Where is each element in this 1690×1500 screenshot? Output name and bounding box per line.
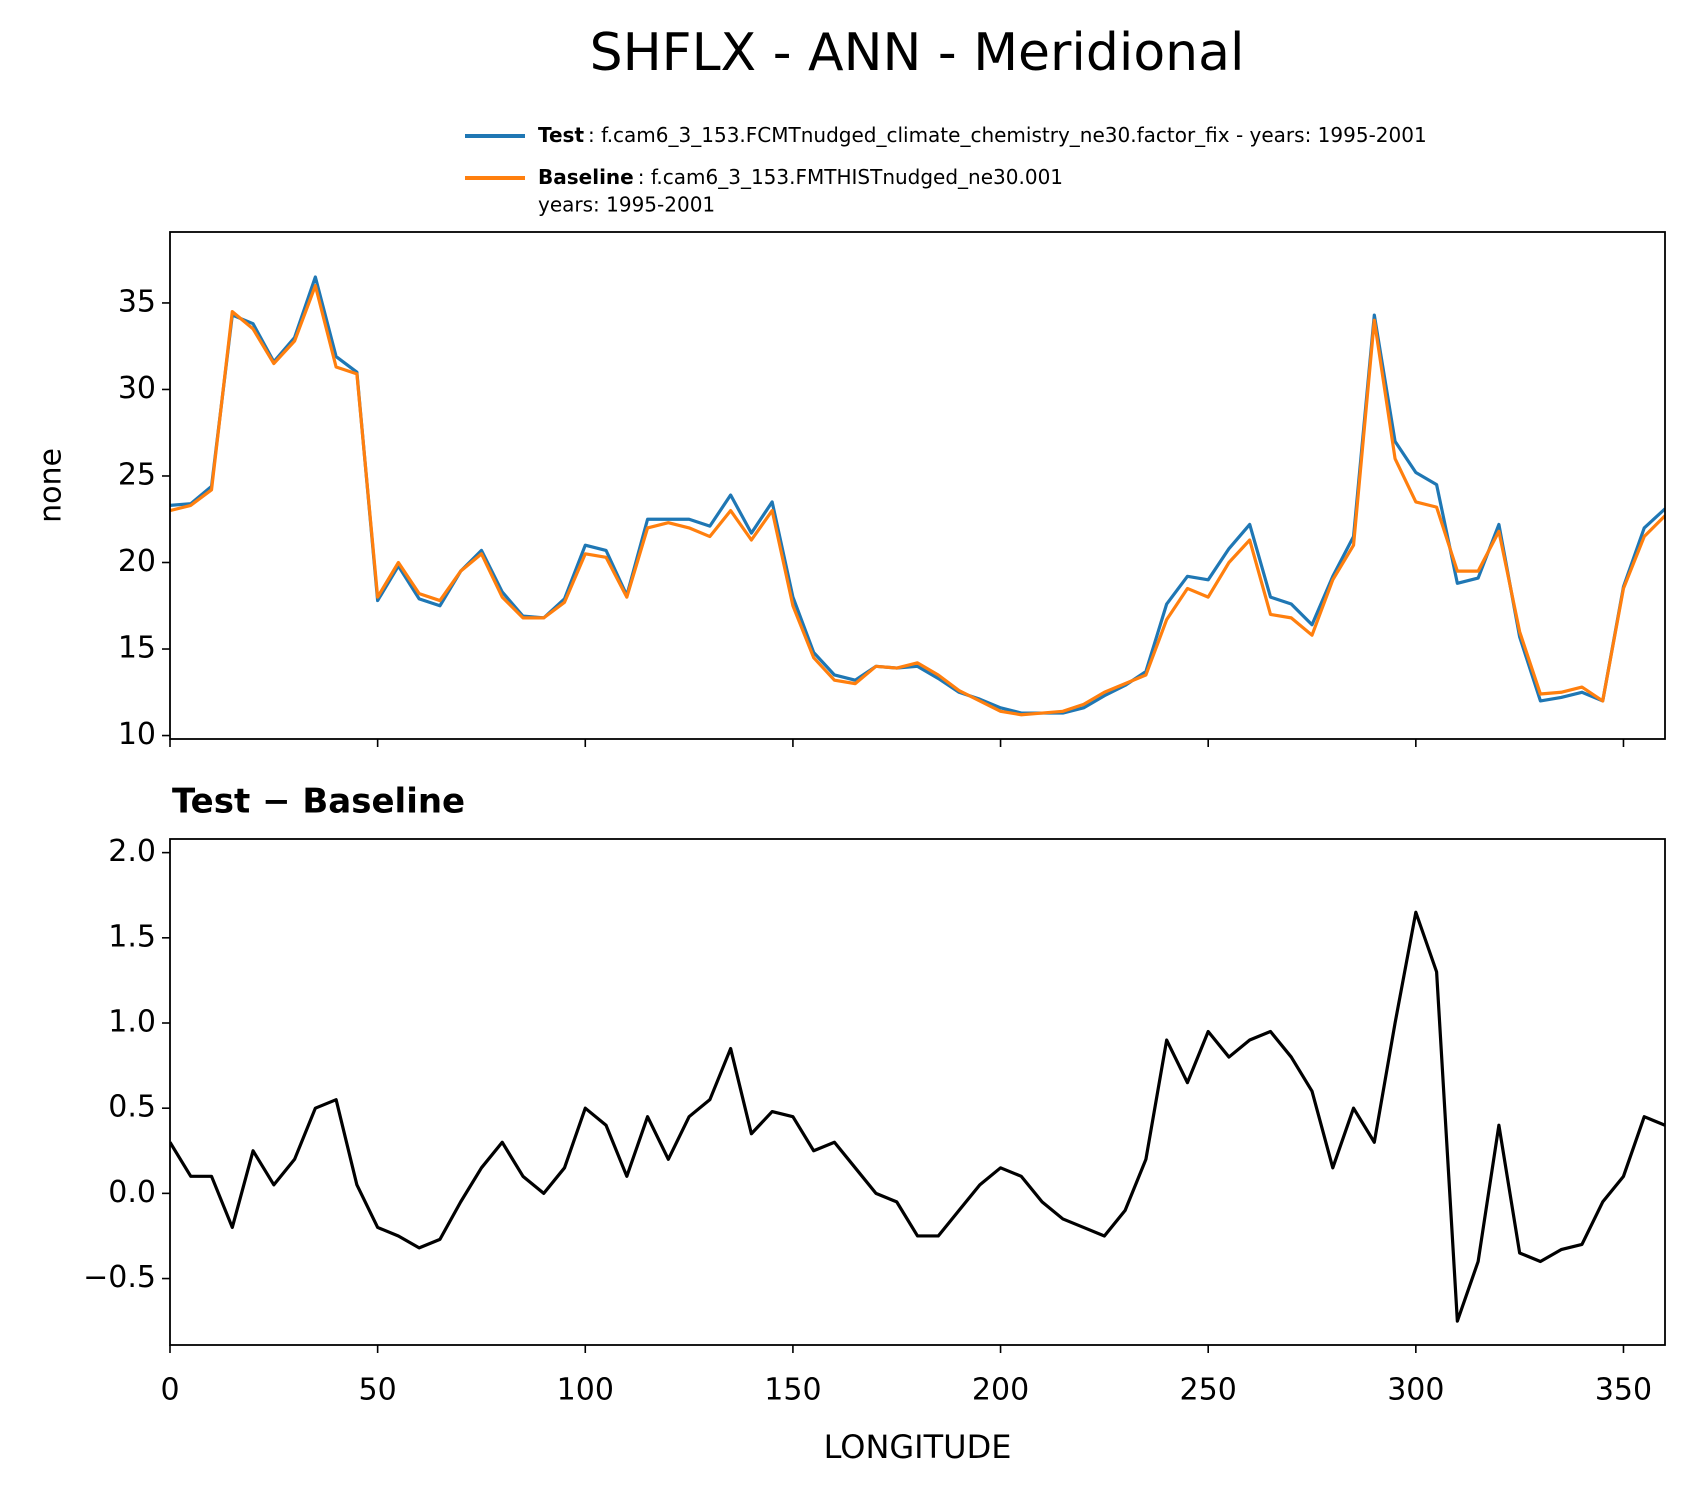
y-tick-label: −0.5: [83, 1260, 156, 1295]
legend-label: Baseline: f.cam6_3_153.FMTHISTnudged_ne3…: [538, 165, 1063, 189]
x-tick-label: 300: [1387, 1373, 1444, 1408]
x-tick-label: 100: [557, 1373, 614, 1408]
y-tick-label: 15: [118, 631, 156, 666]
y-tick-label: 0.5: [108, 1090, 156, 1125]
subplot-title: Test − Baseline: [172, 782, 465, 822]
axes-frame: [169, 838, 1666, 1346]
figure-title: SHFLX - ANN - Meridional: [590, 23, 1245, 83]
plot-area: [170, 910, 1665, 1323]
x-tick-label: 0: [160, 1373, 179, 1408]
y-tick-label: 1.5: [108, 919, 156, 954]
data-line: [170, 284, 1665, 717]
legend-text: : f.cam6_3_153.FMTHISTnudged_ne30.001: [638, 165, 1063, 189]
x-tick-label: 150: [764, 1373, 821, 1408]
legend-text: years: 1995-2001: [538, 193, 715, 217]
x-tick-label: 250: [1180, 1373, 1237, 1408]
axes-frame: [169, 231, 1666, 740]
legend-name: Baseline: [538, 165, 634, 189]
y-tick-label: 10: [118, 717, 156, 752]
x-tick-label: 200: [972, 1373, 1029, 1408]
y-tick-label: 35: [118, 284, 156, 319]
plot-area: [170, 275, 1665, 717]
legend-label: Test: f.cam6_3_153.FCMTnudged_climate_ch…: [538, 123, 1427, 147]
y-tick-label: 30: [118, 371, 156, 406]
data-line: [170, 275, 1665, 715]
y-axis-label: none: [34, 448, 69, 523]
x-axis-label: LONGITUDE: [824, 1428, 1012, 1466]
data-line: [170, 910, 1665, 1323]
y-tick-label: 25: [118, 457, 156, 492]
legend-text: : f.cam6_3_153.FCMTnudged_climate_chemis…: [588, 123, 1427, 147]
y-tick-label: 20: [118, 544, 156, 579]
legend-name: Test: [538, 123, 584, 147]
y-tick-label: 0.0: [108, 1175, 156, 1210]
x-tick-label: 50: [359, 1373, 397, 1408]
y-tick-label: 2.0: [108, 834, 156, 869]
y-tick-label: 1.0: [108, 1005, 156, 1040]
x-tick-label: 350: [1595, 1373, 1652, 1408]
